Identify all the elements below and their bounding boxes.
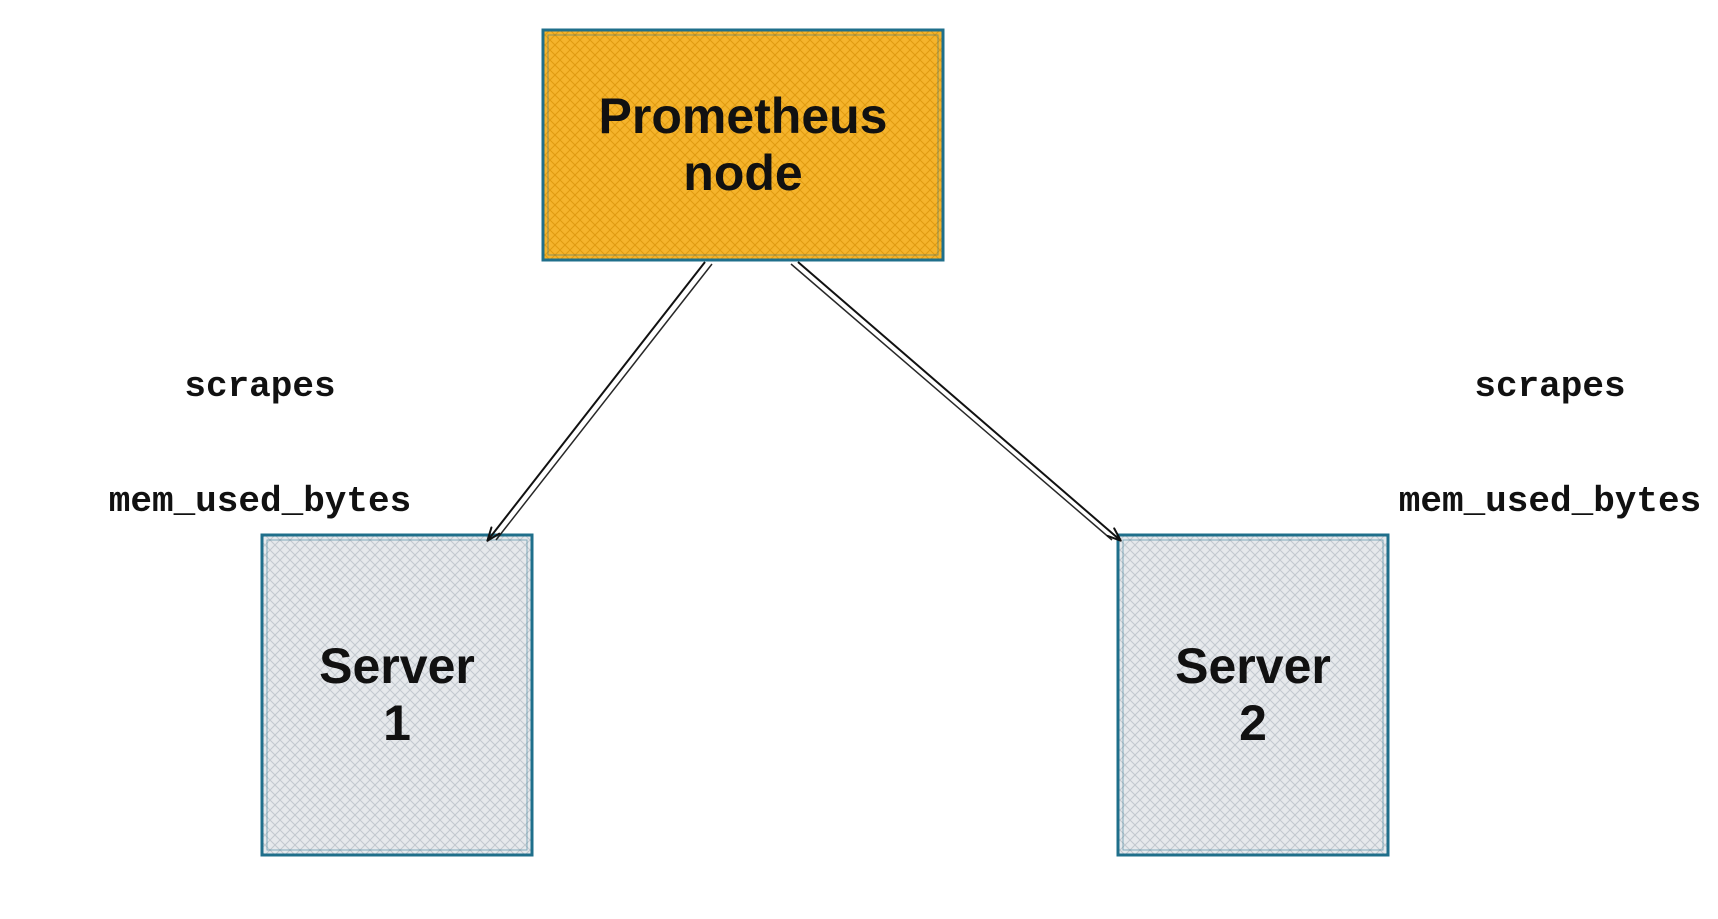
edge-prometheus-to-server1 bbox=[488, 262, 712, 540]
node-prometheus-label: Prometheus node bbox=[599, 88, 888, 203]
edge-label-right-line1: scrapes bbox=[1380, 358, 1718, 416]
node-server1-label: Server 1 bbox=[319, 638, 475, 753]
edge-prometheus-to-server2 bbox=[791, 262, 1120, 540]
edge-label-left-line1: scrapes bbox=[80, 358, 440, 416]
edge-label-right-line2: mem_used_bytes bbox=[1380, 473, 1718, 531]
diagram-canvas: Prometheus node Server 1 Server 2 scrape… bbox=[0, 0, 1718, 919]
edge-label-right: scrapes mem_used_bytes bbox=[1380, 300, 1718, 588]
node-server2: Server 2 bbox=[1118, 535, 1388, 855]
node-server2-label: Server 2 bbox=[1175, 638, 1331, 753]
edge-label-left: scrapes mem_used_bytes bbox=[80, 300, 440, 588]
node-prometheus: Prometheus node bbox=[543, 30, 943, 260]
edge-label-left-line2: mem_used_bytes bbox=[80, 473, 440, 531]
